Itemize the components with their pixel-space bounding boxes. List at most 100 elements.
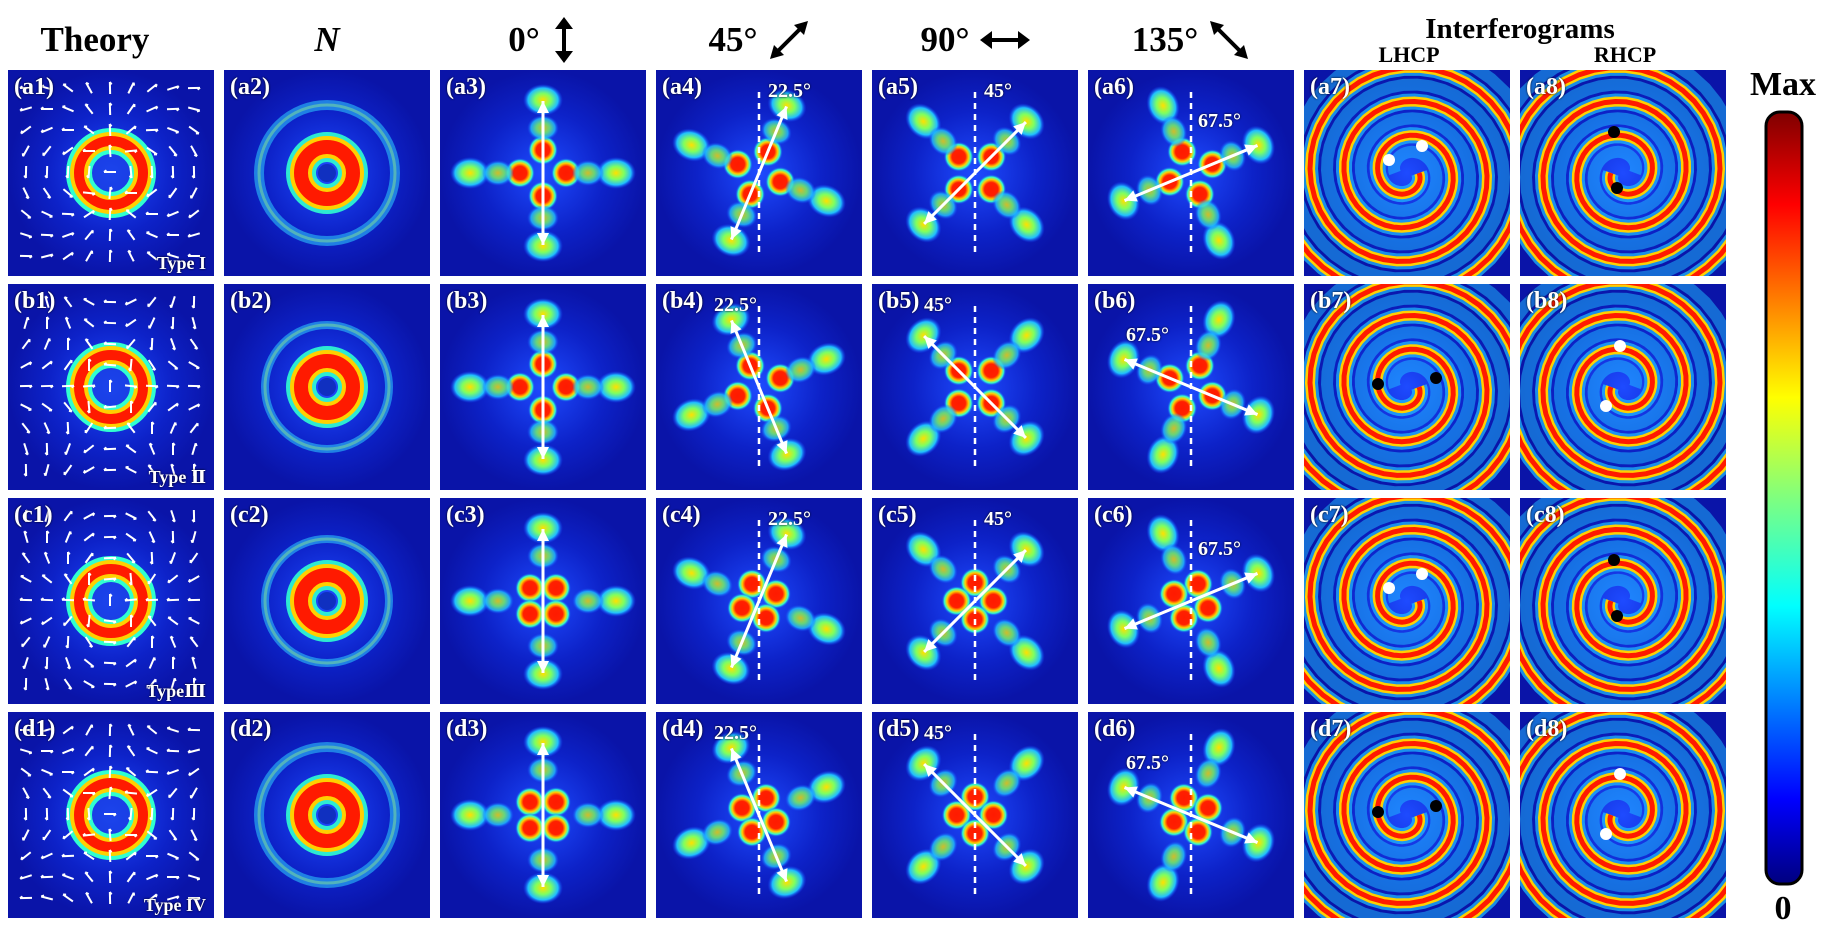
panel-label: (d7) (1310, 716, 1352, 742)
panel-label: (b6) (1094, 288, 1136, 314)
panel-label: (d4) (662, 716, 704, 742)
angle-label: 22.5° (714, 722, 757, 744)
panel-label: (d6) (1094, 716, 1136, 742)
panel-a1: (a1) Type I (8, 70, 214, 276)
panel-image (224, 70, 430, 276)
header-n-label: N (314, 20, 340, 59)
panel-image (872, 712, 1078, 918)
panel-label: (c4) (662, 502, 701, 528)
panel-label: (c6) (1094, 502, 1133, 528)
polarizer-axis-arrow (1123, 144, 1259, 202)
panel-label: (b4) (662, 288, 704, 314)
panel-label: (d3) (446, 716, 488, 742)
panel-image (8, 284, 214, 490)
panel-c6: (c6) 67.5° (1088, 498, 1294, 704)
black-singularity-dot (1611, 610, 1623, 622)
panel-image (1304, 284, 1510, 490)
panel-label: (a1) (14, 74, 54, 100)
panel-b7: (b7) (1304, 284, 1510, 490)
header-lhcp: LHCP (1378, 42, 1440, 67)
header-theory: Theory (0, 14, 190, 66)
panel-d8: (d8) (1520, 712, 1726, 918)
panel-label: (c8) (1526, 502, 1565, 528)
panel-d6: (d6) 67.5° (1088, 712, 1294, 918)
type-label: Type IV (143, 895, 206, 915)
colorbar-max-label: Max (1749, 66, 1817, 103)
panel-c2: (c2) (224, 498, 430, 704)
polarizer-axis-arrow (537, 743, 549, 887)
panel-label: (d5) (878, 716, 920, 742)
black-singularity-dot (1372, 806, 1384, 818)
black-singularity-dot (1608, 126, 1620, 138)
panel-a6: (a6) 67.5° (1088, 70, 1294, 276)
panel-image (656, 712, 862, 918)
panel-a3: (a3) (440, 70, 646, 276)
angle-label: 67.5° (1126, 752, 1169, 774)
panel-label: (a7) (1310, 74, 1350, 100)
angle-label: 45° (924, 294, 952, 316)
angle-label: 22.5° (714, 294, 757, 316)
panel-label: (c3) (446, 502, 485, 528)
panel-label: (a3) (446, 74, 486, 100)
white-singularity-dot (1383, 582, 1395, 594)
black-singularity-dot (1608, 554, 1620, 566)
angle-label: 67.5° (1126, 324, 1169, 346)
panel-image (440, 712, 646, 918)
colorbar-min-label: 0 (1774, 890, 1792, 927)
angle-label: 45° (984, 508, 1012, 530)
panel-label: (a8) (1526, 74, 1566, 100)
panel-label: (b1) (14, 288, 56, 314)
polarizer-axis-arrow (537, 101, 549, 245)
panel-label: (c1) (14, 502, 53, 528)
vertical-double-arrow-icon (554, 17, 573, 63)
polarizer-axis-arrow (1123, 786, 1259, 844)
panel-image (1304, 70, 1510, 276)
panel-b3: (b3) (440, 284, 646, 490)
angle-label: 22.5° (768, 80, 811, 102)
panel-a8: (a8) (1520, 70, 1726, 276)
type-label: Type I (156, 253, 206, 273)
black-singularity-dot (1430, 372, 1442, 384)
panel-d1: (d1) Type IV (8, 712, 214, 918)
panel-image (1088, 284, 1294, 490)
panel-label: (b2) (230, 288, 272, 314)
panel-image (656, 70, 862, 276)
header-n: N (224, 14, 430, 66)
panel-label: (c2) (230, 502, 269, 528)
panel-label: (b7) (1310, 288, 1352, 314)
white-singularity-dot (1614, 340, 1626, 352)
angle-label: 67.5° (1198, 538, 1241, 560)
polarizer-axis-arrow (537, 315, 549, 459)
white-singularity-dot (1416, 140, 1428, 152)
black-singularity-dot (1430, 800, 1442, 812)
polarizer-axis-arrow (1123, 358, 1259, 416)
panel-c7: (c7) (1304, 498, 1510, 704)
panel-image (1304, 712, 1510, 918)
black-singularity-dot (1372, 378, 1384, 390)
white-singularity-dot (1383, 154, 1395, 166)
type-label: Type Ⅱ (148, 467, 206, 487)
angle-label: 22.5° (768, 508, 811, 530)
header-90deg: 90° (872, 14, 1078, 66)
panel-image (1088, 712, 1294, 918)
panel-image (872, 498, 1078, 704)
header-0deg: 0° (440, 14, 646, 66)
diagonal-135-double-arrow-icon (1210, 21, 1249, 59)
panel-a5: (a5) 45° (872, 70, 1078, 276)
panel-image (224, 498, 430, 704)
panel-label: (a4) (662, 74, 702, 100)
panel-image (440, 498, 646, 704)
panel-label: (a5) (878, 74, 918, 100)
panel-label: (d2) (230, 716, 272, 742)
polarizer-axis-arrow (730, 747, 788, 883)
panel-d5: (d5) 45° (872, 712, 1078, 918)
panel-label: (d1) (14, 716, 56, 742)
panel-label: (b5) (878, 288, 920, 314)
polarizer-axis-arrow (730, 105, 788, 241)
panel-d4: (d4) 22.5° (656, 712, 862, 918)
polarizer-axis-arrow (1123, 572, 1259, 630)
panel-a4: (a4) 22.5° (656, 70, 862, 276)
panel-a7: (a7) (1304, 70, 1510, 276)
panel-c8: (c8) (1520, 498, 1726, 704)
